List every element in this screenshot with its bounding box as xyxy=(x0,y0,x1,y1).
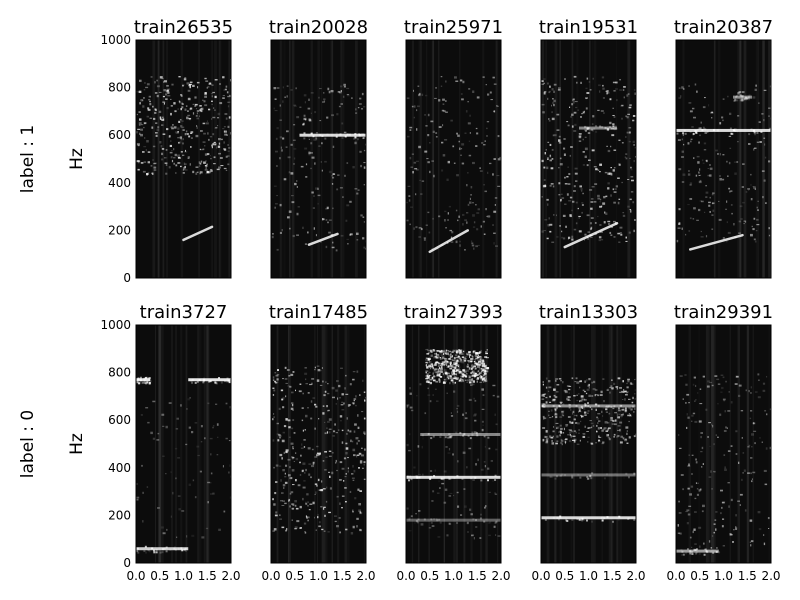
row-label: label : 1 xyxy=(18,125,38,193)
y-axis-label: Hz xyxy=(67,148,87,170)
x-tick-label: 1.0 xyxy=(579,569,598,583)
tonal-line xyxy=(676,128,771,132)
panel-title: train29391 xyxy=(674,302,773,323)
x-tick-label: 1.0 xyxy=(309,569,328,583)
panel-title: train25971 xyxy=(404,17,503,38)
x-tick-label: 0.0 xyxy=(261,569,280,583)
tonal-line xyxy=(541,473,636,477)
x-tick-label: 0.5 xyxy=(285,569,304,583)
x-tick-label: 1.5 xyxy=(468,569,487,583)
y-tick-label: 0 xyxy=(123,556,131,570)
panel-frame xyxy=(540,324,637,564)
panel-title: train27393 xyxy=(404,302,503,323)
tonal-line xyxy=(299,133,366,137)
frequency-sweep xyxy=(307,232,339,246)
x-tick-label: 1.0 xyxy=(174,569,193,583)
y-tick-label: 400 xyxy=(108,176,131,190)
x-tick-label: 0.0 xyxy=(666,569,685,583)
spectrogram-panel xyxy=(135,39,232,279)
x-tick-label: 1.0 xyxy=(714,569,733,583)
x-tick-label: 1.0 xyxy=(444,569,463,583)
tonal-line xyxy=(406,518,501,522)
panel-background xyxy=(136,325,231,563)
panel-frame xyxy=(540,39,637,279)
tonal-line xyxy=(136,378,151,382)
panel-background xyxy=(271,325,366,563)
spectrogram-panel xyxy=(405,324,502,564)
panel-title: train20028 xyxy=(269,17,368,38)
tonal-line xyxy=(136,547,189,551)
panel-title: train17485 xyxy=(269,302,368,323)
spectrogram-panel xyxy=(270,39,367,279)
tonal-line xyxy=(733,95,752,99)
y-tick-label: 1000 xyxy=(100,33,131,47)
panel-frame xyxy=(135,324,232,564)
x-tick-label: 2.0 xyxy=(761,569,780,583)
y-tick-label: 200 xyxy=(108,223,131,237)
frequency-sweep xyxy=(563,222,619,249)
tonal-line xyxy=(420,432,501,436)
spectrogram-panel xyxy=(270,324,367,564)
panel-title: train26535 xyxy=(134,17,233,38)
panel-frame xyxy=(675,39,772,279)
x-tick-label: 2.0 xyxy=(221,569,240,583)
tonal-line xyxy=(188,378,231,382)
x-tick-label: 0.5 xyxy=(420,569,439,583)
spectrogram-panel xyxy=(675,39,772,279)
tonal-line xyxy=(676,549,719,553)
spectrogram-panel xyxy=(405,39,502,279)
tonal-line xyxy=(579,126,617,130)
frequency-sweep xyxy=(689,233,744,251)
x-tick-label: 2.0 xyxy=(626,569,645,583)
panel-frame xyxy=(270,324,367,564)
panel-frame xyxy=(675,324,772,564)
spectrogram-panel xyxy=(540,39,637,279)
y-tick-label: 1000 xyxy=(100,318,131,332)
panel-background xyxy=(676,40,771,278)
y-tick-label: 600 xyxy=(108,128,131,142)
panel-frame xyxy=(405,324,502,564)
tonal-line xyxy=(406,475,501,479)
spectrogram-panel xyxy=(540,324,637,564)
x-tick-label: 0.0 xyxy=(531,569,550,583)
panel-title: train20387 xyxy=(674,17,773,38)
y-tick-label: 400 xyxy=(108,461,131,475)
frequency-sweep xyxy=(182,225,214,242)
y-tick-label: 800 xyxy=(108,366,131,380)
panel-background xyxy=(271,40,366,278)
x-tick-label: 0.5 xyxy=(150,569,169,583)
x-tick-label: 0.0 xyxy=(396,569,415,583)
x-tick-label: 0.5 xyxy=(690,569,709,583)
y-tick-label: 600 xyxy=(108,413,131,427)
spectrogram-panel xyxy=(135,324,232,564)
x-tick-label: 1.5 xyxy=(603,569,622,583)
x-tick-label: 1.5 xyxy=(738,569,757,583)
x-tick-label: 2.0 xyxy=(491,569,510,583)
row-label: label : 0 xyxy=(18,410,38,478)
y-tick-label: 800 xyxy=(108,81,131,95)
x-tick-label: 1.5 xyxy=(333,569,352,583)
panel-title: train13303 xyxy=(539,302,638,323)
panel-title: train3727 xyxy=(140,302,228,323)
frequency-sweep xyxy=(428,229,469,254)
panel-frame xyxy=(135,39,232,279)
x-tick-label: 2.0 xyxy=(356,569,375,583)
x-tick-label: 1.5 xyxy=(198,569,217,583)
panel-frame xyxy=(270,39,367,279)
spectrogram-panel xyxy=(675,324,772,564)
y-tick-label: 200 xyxy=(108,508,131,522)
y-tick-label: 0 xyxy=(123,271,131,285)
tonal-line xyxy=(541,404,636,408)
x-tick-label: 0.5 xyxy=(555,569,574,583)
panel-title: train19531 xyxy=(539,17,638,38)
panel-frame xyxy=(405,39,502,279)
x-tick-label: 0.0 xyxy=(126,569,145,583)
y-axis-label: Hz xyxy=(67,433,87,455)
tonal-line xyxy=(541,516,636,520)
